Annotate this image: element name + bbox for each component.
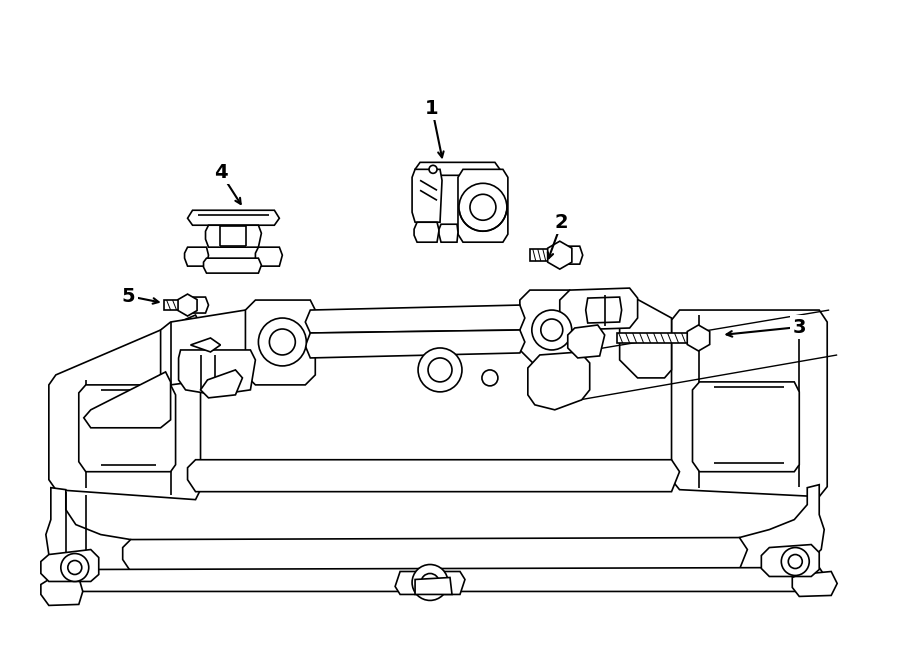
Polygon shape [415, 163, 500, 175]
Polygon shape [671, 310, 827, 496]
Polygon shape [414, 222, 439, 242]
Polygon shape [560, 288, 637, 330]
Polygon shape [160, 310, 256, 385]
Polygon shape [40, 578, 83, 605]
Polygon shape [527, 352, 590, 410]
Polygon shape [395, 572, 465, 594]
Polygon shape [205, 225, 261, 247]
Circle shape [61, 553, 89, 582]
Text: 4: 4 [213, 163, 228, 182]
Polygon shape [40, 549, 99, 582]
Polygon shape [692, 382, 799, 472]
Polygon shape [84, 372, 171, 428]
Polygon shape [203, 258, 261, 273]
Polygon shape [761, 545, 819, 576]
Circle shape [412, 564, 448, 600]
Polygon shape [520, 290, 580, 370]
Polygon shape [246, 300, 315, 385]
Polygon shape [184, 247, 209, 266]
Circle shape [421, 574, 439, 592]
Polygon shape [46, 488, 130, 578]
Text: 1: 1 [425, 99, 439, 118]
Circle shape [459, 183, 507, 231]
Polygon shape [256, 247, 283, 266]
Polygon shape [191, 338, 220, 352]
Text: 3: 3 [793, 317, 806, 336]
Polygon shape [792, 572, 837, 596]
Polygon shape [178, 350, 256, 395]
Polygon shape [49, 315, 201, 500]
Polygon shape [75, 568, 827, 592]
Polygon shape [178, 294, 197, 316]
Circle shape [428, 358, 452, 382]
Circle shape [429, 165, 437, 173]
Polygon shape [530, 249, 560, 261]
Polygon shape [412, 169, 442, 222]
Text: 5: 5 [122, 287, 136, 305]
Polygon shape [201, 370, 242, 398]
Polygon shape [688, 325, 710, 351]
Polygon shape [415, 578, 452, 594]
Circle shape [781, 547, 809, 576]
Polygon shape [586, 297, 622, 323]
Circle shape [269, 329, 295, 355]
Polygon shape [122, 537, 747, 572]
Circle shape [68, 561, 82, 574]
Polygon shape [187, 210, 279, 225]
Circle shape [258, 318, 306, 366]
Text: 2: 2 [555, 213, 569, 232]
Circle shape [482, 370, 498, 386]
Polygon shape [187, 460, 680, 492]
Polygon shape [305, 330, 525, 358]
Polygon shape [556, 246, 582, 264]
Polygon shape [458, 169, 508, 242]
Polygon shape [184, 297, 209, 313]
Polygon shape [305, 305, 525, 333]
Circle shape [418, 348, 462, 392]
Circle shape [689, 329, 707, 347]
Polygon shape [568, 325, 605, 358]
Polygon shape [616, 333, 698, 343]
Polygon shape [548, 241, 572, 269]
Circle shape [532, 310, 572, 350]
Circle shape [541, 319, 562, 341]
Polygon shape [740, 485, 824, 572]
Polygon shape [619, 295, 671, 378]
Polygon shape [439, 224, 458, 242]
Polygon shape [79, 385, 176, 472]
Polygon shape [164, 300, 187, 310]
Circle shape [470, 194, 496, 220]
Circle shape [788, 555, 802, 568]
